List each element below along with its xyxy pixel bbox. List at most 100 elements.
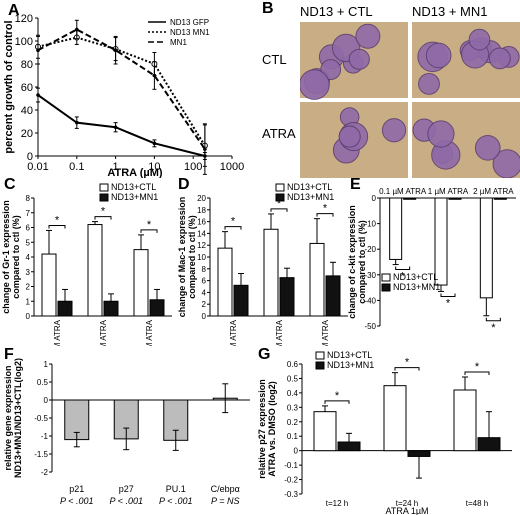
y-axis-label-line: relative gene expression <box>3 365 13 470</box>
panel-label-f: F <box>4 346 14 363</box>
bar <box>407 450 431 457</box>
bar <box>263 228 279 317</box>
category-label: t=48 h <box>466 499 488 508</box>
y-tick-label: 5 <box>26 238 31 247</box>
y-tick-label: -0.5 <box>34 414 48 423</box>
bar <box>233 284 249 317</box>
col-label-mn1: ND13 + MN1 <box>412 4 488 19</box>
y-tick-label: 2 <box>26 283 31 292</box>
cell <box>418 72 440 95</box>
y-tick-label: 10 <box>197 253 206 262</box>
micrograph-panel: ND13 + CTL ND13 + MN1 CTL ATRA <box>260 0 520 178</box>
y-tick-label: 20 <box>197 194 206 203</box>
y-axis-label-line: compared to ctl (%) <box>187 215 197 299</box>
bar <box>479 197 493 299</box>
legend-label: ND13 MN1 <box>170 28 210 37</box>
category-label: p27 <box>119 484 134 494</box>
bar <box>477 437 501 452</box>
legend-swatch <box>99 193 109 202</box>
cell <box>427 120 455 148</box>
category-label: p21 <box>69 484 84 494</box>
y-tick-label: -10 <box>364 220 376 229</box>
y-tick-label: 80 <box>21 59 33 71</box>
y-tick-label: 0.2 <box>287 418 299 427</box>
bar <box>217 247 233 317</box>
significance-bracket <box>324 400 350 404</box>
significance-star: * <box>475 361 480 373</box>
category-label: t=12 h <box>326 499 348 508</box>
significance-bracket <box>140 229 158 233</box>
y-axis-label: change of Gr-1 expressioncompared to ctl… <box>1 200 21 314</box>
cell <box>488 47 511 70</box>
panel-label-b: B <box>262 0 274 17</box>
p-value-label: P < .001 <box>110 496 143 506</box>
y-tick-label: 0 <box>294 447 299 456</box>
bar <box>309 242 325 317</box>
y-tick-label: 16 <box>197 218 206 227</box>
y-axis-label-line: change of Mac-1 expression <box>177 197 187 318</box>
data-point <box>152 141 157 146</box>
legend-label: ND13+CTL <box>111 182 156 192</box>
y-tick-label: 0 <box>44 396 49 405</box>
legend-label: MN1 <box>170 38 187 47</box>
y-axis-label-line: relative p27 expression <box>257 379 267 479</box>
legend-swatch <box>275 183 285 192</box>
y-tick-label: 8 <box>26 194 31 203</box>
legend-label: ND13+MN1 <box>111 192 158 202</box>
cell <box>355 23 381 49</box>
data-point <box>75 120 79 125</box>
bar <box>279 277 295 317</box>
significance-bracket <box>48 224 66 229</box>
significance-star: * <box>55 214 60 226</box>
significance-star: * <box>405 357 410 369</box>
bar <box>403 197 417 200</box>
y-tick-label: 0 <box>27 151 33 163</box>
y-tick-label: 0.3 <box>287 403 299 412</box>
y-tick-label: -0.1 <box>284 461 298 470</box>
panel-label-g: G <box>258 346 271 363</box>
data-point <box>75 27 79 32</box>
y-tick-label: 4 <box>202 288 207 297</box>
significance-star: * <box>446 297 451 309</box>
gene-expression-bar-chart: 1 0.5 0 -0.5 -1 -1.5 -2 p21 P < .001 p27 P < .001 P… <box>3 358 250 506</box>
y-tick-label: -1.5 <box>34 450 48 459</box>
y-axis-label-line: compared to ctl (%) <box>11 215 21 299</box>
y-axis-label-line: ATRA vs. DMSO (log2) <box>267 381 277 477</box>
y-axis-label: percent growth of control <box>3 20 15 153</box>
y-axis-label-line: change of c-kit expression <box>348 205 357 319</box>
significance-bracket <box>224 226 242 230</box>
col-label-ctl: ND13 + CTL <box>300 4 373 19</box>
legend-swatch <box>381 273 391 282</box>
y-tick-label: 7 <box>26 209 31 218</box>
y-tick-label: -2 <box>41 468 49 477</box>
category-label: PU.1 <box>166 484 186 494</box>
y-tick-label: 8 <box>202 265 207 274</box>
micrograph-images <box>300 22 520 178</box>
significance-bracket <box>316 213 334 217</box>
significance-star: * <box>401 271 406 283</box>
y-tick-label: 0.1 <box>287 432 299 441</box>
bar <box>133 249 149 317</box>
series-line-mn1 <box>37 28 206 150</box>
category-label: 0.1 µM ATRA <box>229 319 238 346</box>
y-tick-label: 6 <box>202 277 207 286</box>
legend-label: ND13+MN1 <box>287 192 334 202</box>
bar <box>313 411 337 452</box>
legend-swatch <box>381 283 391 292</box>
significance-star: * <box>231 216 236 228</box>
x-tick-label: 10 <box>148 161 160 173</box>
y-axis-label: change of Mac-1 expressioncompared to ct… <box>177 197 197 318</box>
growth-line-chart: 0 20 40 60 80 100 120 0.01 0.1 1 10 100 1000 ATRA (µM… <box>3 13 244 178</box>
significance-star: * <box>101 206 106 218</box>
x-tick-label: 1000 <box>220 161 244 173</box>
legend-label: ND13+CTL <box>327 350 372 360</box>
y-tick-label: 12 <box>197 241 206 250</box>
cell <box>300 69 330 100</box>
category-label: 1 µM ATRA <box>428 187 469 196</box>
y-tick-label: 0.5 <box>287 374 299 383</box>
x-axis-label: ATRA 1µM <box>385 506 428 515</box>
y-axis-label-line: compared to ctl (%) <box>357 220 367 304</box>
significance-star: * <box>147 219 152 231</box>
x-tick-label: 0.1 <box>69 161 84 173</box>
cell <box>492 149 520 178</box>
